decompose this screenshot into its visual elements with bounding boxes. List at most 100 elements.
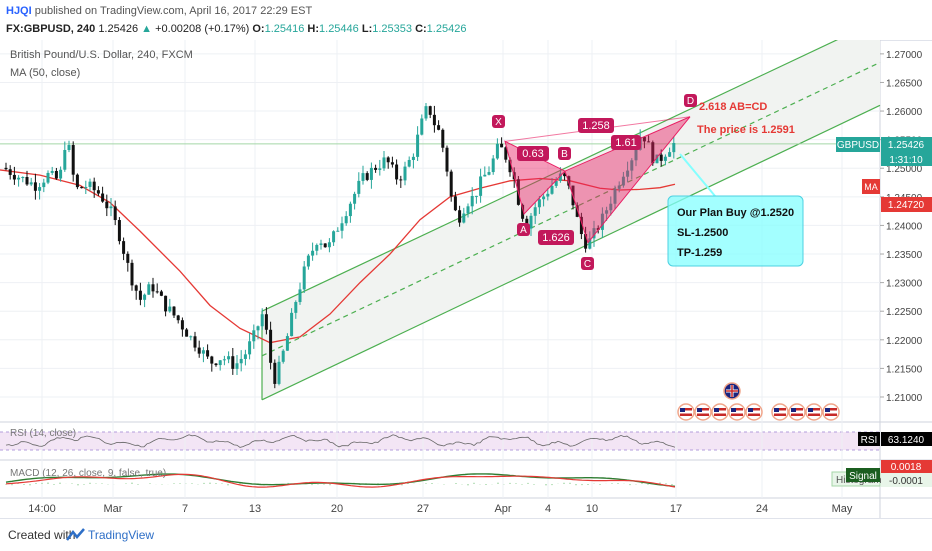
- macd-label: MACD (12, 26, close, 9, false, true): [10, 468, 166, 479]
- event-flag-icon: [771, 403, 789, 421]
- candle-body: [592, 228, 596, 239]
- candle-body: [269, 329, 273, 363]
- candle-body: [298, 289, 302, 303]
- candle-body: [122, 241, 126, 254]
- plan-tp: TP-1.259: [677, 247, 722, 259]
- price-tick-label: 1.22500: [886, 307, 923, 318]
- low-value: 1.25353: [372, 23, 412, 35]
- candle-body: [189, 336, 193, 338]
- point-a-marker: A: [517, 223, 530, 236]
- candle-body: [4, 167, 8, 170]
- symbol-tag: GBPUSD: [836, 137, 880, 152]
- candle-body: [172, 306, 176, 316]
- event-flag-icon: [822, 403, 840, 421]
- candle-body: [302, 266, 306, 290]
- candle-body: [8, 169, 12, 175]
- candle-body: [25, 177, 29, 185]
- candle-body: [50, 170, 54, 173]
- event-flag-icon: [711, 403, 729, 421]
- high-label: H:: [307, 23, 320, 35]
- candle-body: [130, 262, 134, 286]
- candle-body: [256, 326, 260, 331]
- candle-body: [554, 180, 558, 186]
- chart-header: HJQI published on TradingView.com, April…: [0, 0, 932, 41]
- last-price: 1.25426: [98, 23, 139, 35]
- candle-body: [210, 356, 214, 364]
- candle-body: [306, 255, 310, 267]
- candle-body: [647, 141, 651, 143]
- time-tick-label: 13: [249, 503, 261, 515]
- candle-body: [579, 216, 583, 235]
- candle-body: [38, 187, 42, 191]
- candle-body: [12, 174, 16, 180]
- ma-line: [0, 169, 676, 344]
- candle-body: [437, 125, 441, 130]
- candle-body: [294, 302, 298, 313]
- rsi-line: [5, 434, 676, 448]
- candle-body: [277, 361, 281, 384]
- event-flags[interactable]: [677, 382, 840, 421]
- plan-sl: SL-1.2500: [677, 227, 728, 239]
- candle-body: [46, 172, 50, 183]
- callout-pointer: [679, 153, 716, 197]
- price-chart[interactable]: 1.270001.265001.260001.255001.250001.245…: [0, 40, 932, 518]
- candle-body: [361, 173, 365, 181]
- ma-legend: MA (50, close): [10, 67, 80, 79]
- candle-body: [365, 173, 369, 180]
- candle-body: [117, 220, 121, 242]
- flag-stripe-white: [680, 410, 692, 414]
- svg-text:A: A: [520, 225, 527, 236]
- macd-pane: [0, 461, 880, 498]
- candle-body: [151, 284, 155, 292]
- time-tick-label: 7: [182, 503, 188, 515]
- trade-plan-box: Our Plan Buy @1.2520 SL-1.2500 TP-1.259: [667, 195, 804, 267]
- candle-body: [260, 314, 264, 327]
- candle-body: [243, 354, 247, 359]
- signal-line: [5, 473, 676, 488]
- publish-info: published on TradingView.com, April 16, …: [34, 5, 313, 17]
- flag-canton: [791, 408, 796, 412]
- candle-body: [59, 169, 63, 179]
- high-value: 1.25446: [319, 23, 359, 35]
- candle-body: [529, 215, 533, 229]
- author-name[interactable]: HJQI: [6, 5, 32, 17]
- candle-body: [537, 199, 541, 208]
- flag-canton: [731, 408, 736, 412]
- svg-text:X: X: [495, 117, 502, 128]
- svg-text:1:31:10: 1:31:10: [889, 155, 923, 166]
- candle-body: [248, 341, 252, 355]
- price-change: +0.00208 (+0.17%): [155, 23, 250, 35]
- candle-body: [84, 186, 88, 189]
- svg-text:GBPUSD: GBPUSD: [837, 140, 879, 151]
- ma-tag: MA: [862, 179, 880, 194]
- event-flag-icon: [805, 403, 823, 421]
- low-label: L:: [361, 23, 373, 35]
- candle-body: [399, 179, 403, 181]
- candle-body: [416, 134, 420, 157]
- tradingview-brand[interactable]: TradingView: [88, 528, 155, 542]
- time-axis: 14:00 Mar 7 13 20 27 Apr 4 10 17 24 May: [28, 503, 853, 515]
- publish-line: HJQI published on TradingView.com, April…: [6, 5, 312, 17]
- candle-body: [600, 213, 604, 230]
- candle-body: [71, 145, 75, 175]
- svg-text:1.25426: 1.25426: [888, 140, 925, 151]
- signal-value-tag: -0.0001: [881, 473, 932, 487]
- candle-body: [340, 223, 344, 231]
- candle-body: [621, 176, 625, 186]
- candle-body: [617, 185, 621, 189]
- candle-body: [558, 173, 562, 181]
- candle-body: [264, 314, 268, 330]
- candle-body: [239, 358, 243, 364]
- candle-body: [126, 253, 130, 263]
- candle-body: [185, 329, 189, 337]
- candle-body: [630, 160, 634, 171]
- tradingview-logo-icon[interactable]: [66, 527, 86, 543]
- price-tick-label: 1.23500: [886, 250, 923, 261]
- candle-body: [672, 142, 676, 153]
- candle-body: [403, 166, 407, 181]
- candle-body: [80, 187, 84, 189]
- svg-text:-0.0001: -0.0001: [889, 476, 923, 487]
- candle-body: [596, 228, 600, 230]
- channel-lower-line: [261, 104, 881, 401]
- svg-text:1.61: 1.61: [615, 137, 636, 149]
